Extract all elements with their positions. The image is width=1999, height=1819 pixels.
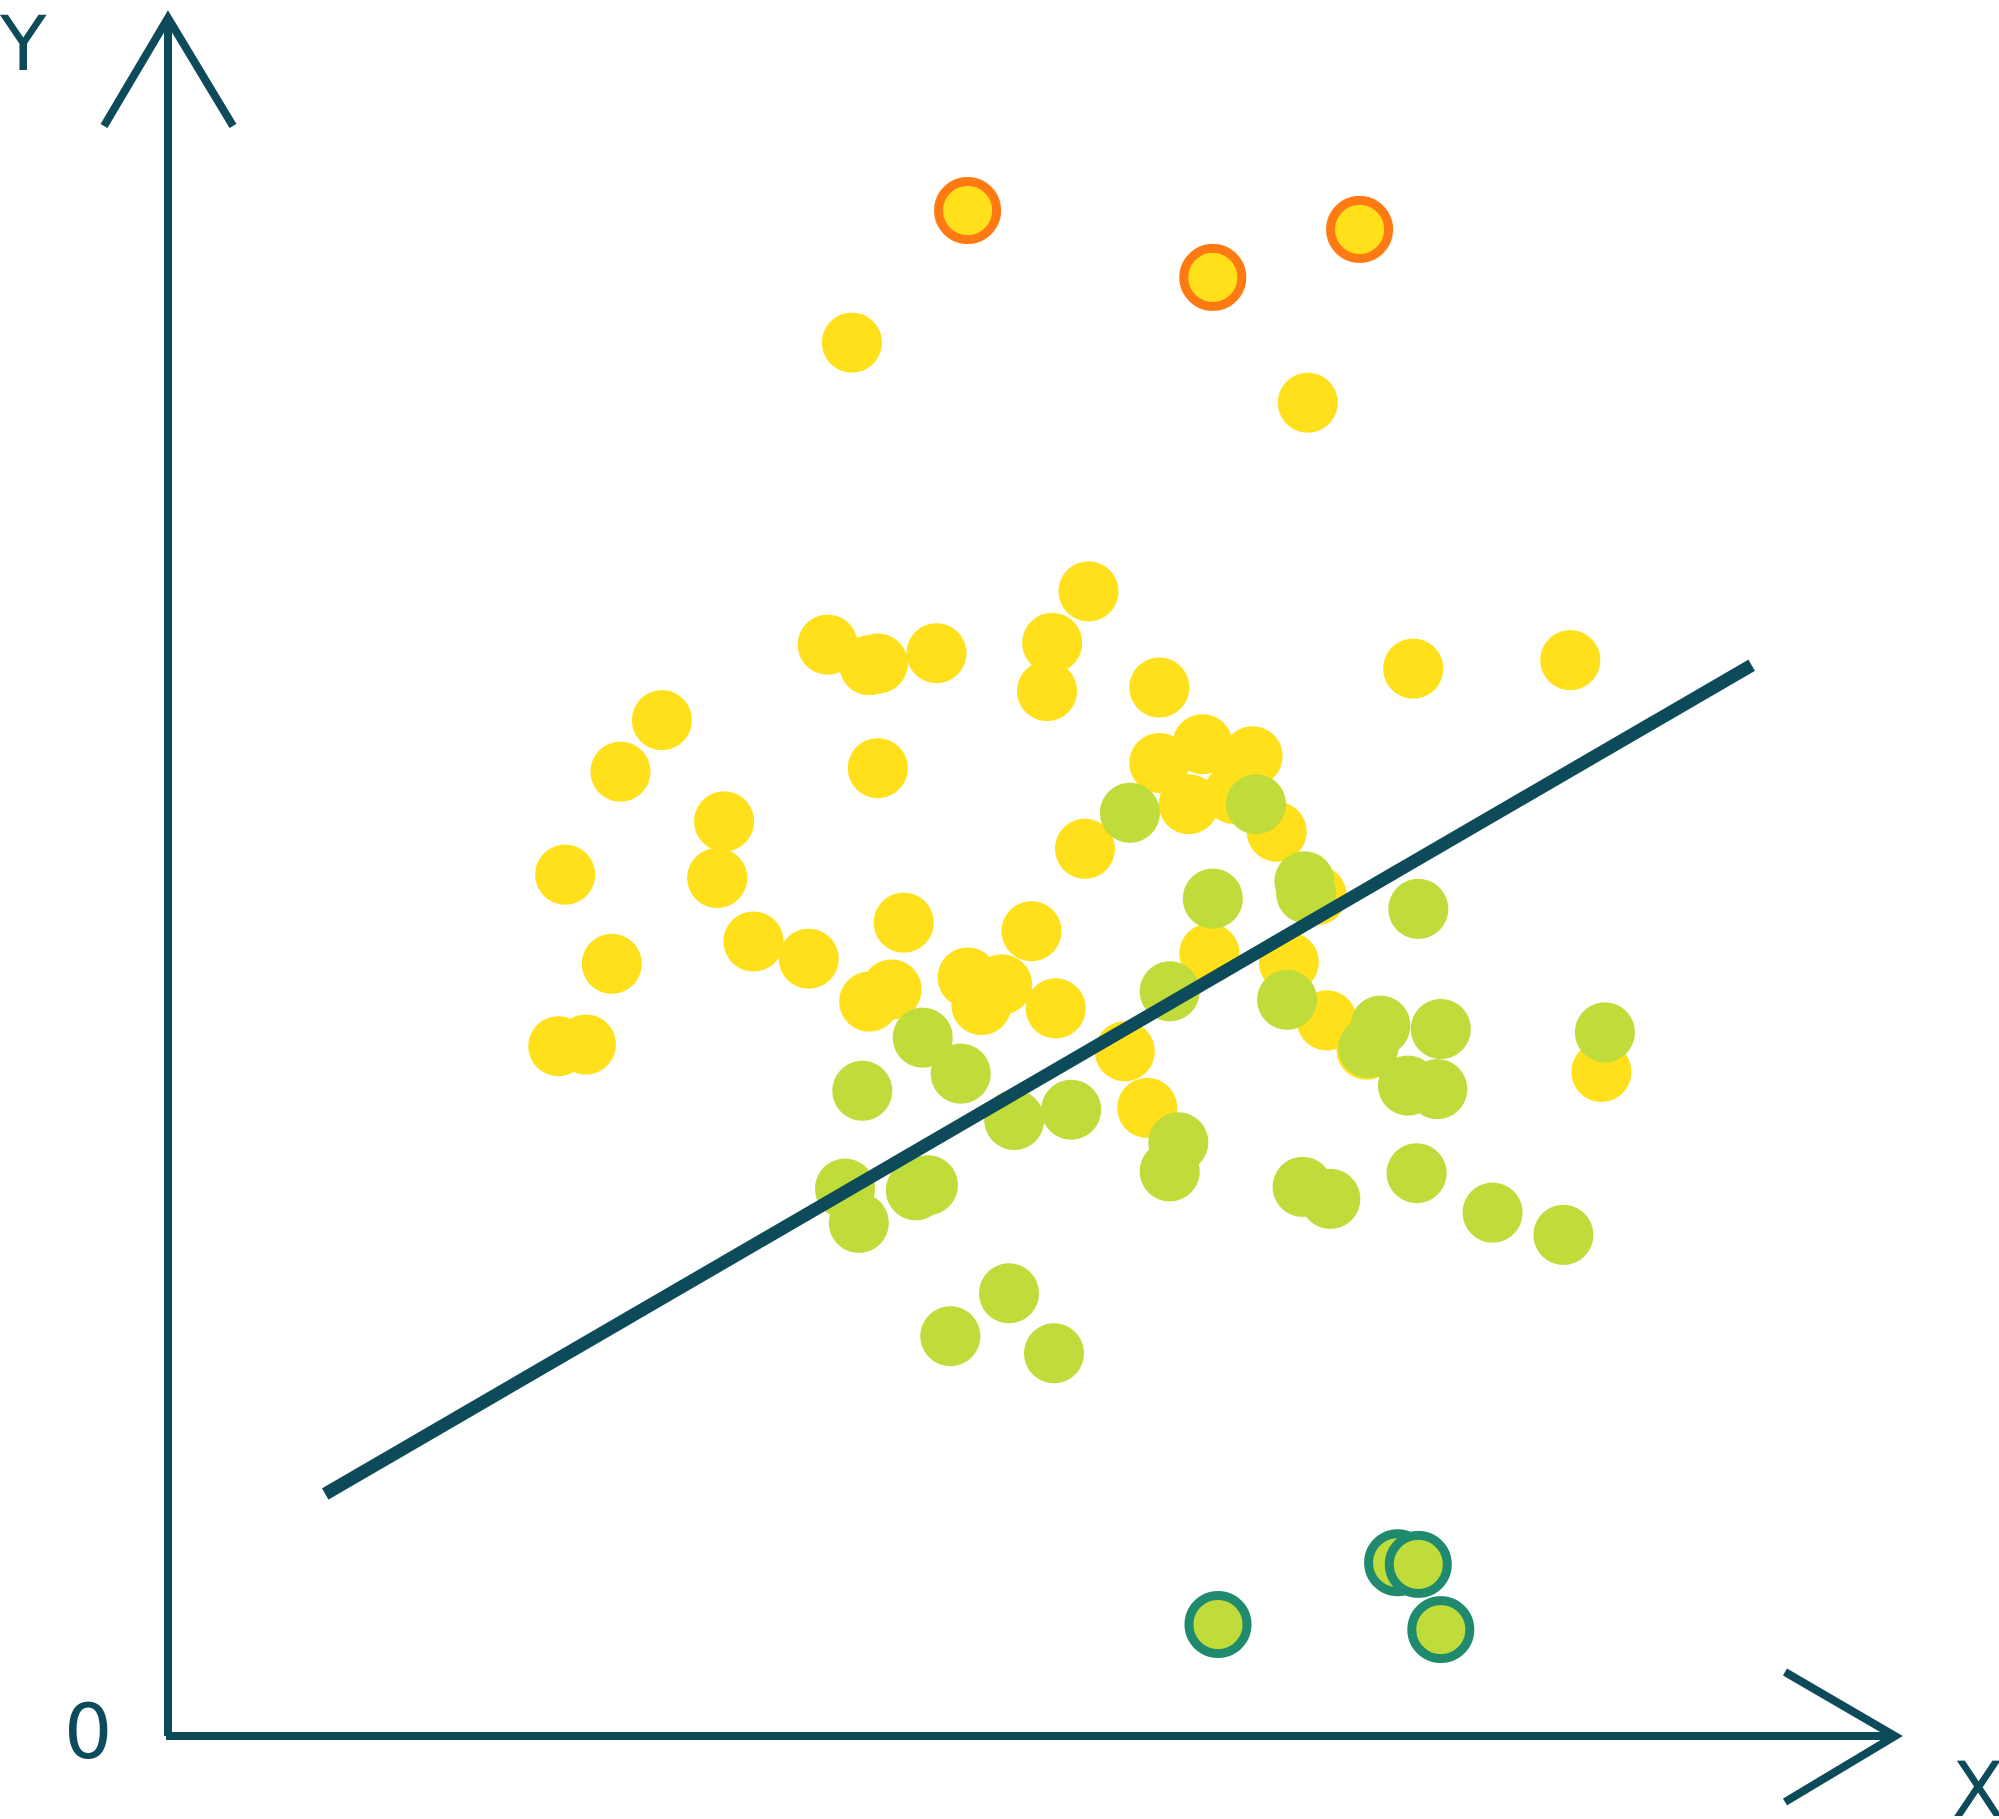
green-point — [1388, 878, 1449, 939]
regression-line — [321, 659, 1755, 1500]
yellow-point — [694, 791, 755, 852]
trend-line-layer — [321, 659, 1755, 1500]
yellow-point — [590, 741, 651, 802]
yellow-point — [1055, 818, 1115, 879]
green-point — [1148, 1112, 1209, 1173]
y-axis-arrowhead — [100, 10, 237, 129]
x-axis-label: X — [1952, 1745, 1999, 1819]
green-point — [1300, 1168, 1361, 1229]
yellow-outlier-point — [1326, 195, 1394, 263]
green-point — [930, 1043, 991, 1104]
yellow-point — [1058, 561, 1119, 622]
green-point — [1533, 1204, 1594, 1265]
yellow-point — [839, 635, 900, 696]
yellow-point — [821, 312, 882, 373]
yellow-point — [1025, 978, 1086, 1039]
green-outlier-point — [1184, 1591, 1252, 1658]
yellow-point — [778, 928, 839, 989]
green-point — [920, 1306, 981, 1367]
green-point — [1407, 1059, 1468, 1120]
yellow-point — [631, 690, 692, 751]
green-point — [885, 1160, 946, 1221]
green-point — [892, 1007, 953, 1068]
x-axis-arrowhead — [1782, 1668, 1903, 1806]
green-point — [1024, 1323, 1084, 1384]
yellow-outlier-point — [934, 177, 1002, 244]
green-point — [1338, 1017, 1399, 1078]
green-point — [1386, 1143, 1447, 1204]
yellow-point — [581, 933, 642, 994]
yellow-point — [1001, 901, 1062, 962]
yellow-point — [535, 844, 596, 905]
yellow-point — [1277, 372, 1338, 433]
points-layer — [528, 177, 1635, 1664]
yellow-point — [847, 738, 908, 799]
yellow-point — [1022, 612, 1083, 673]
green-point — [1099, 782, 1160, 843]
green-point — [979, 1263, 1039, 1324]
green-point — [1182, 868, 1243, 929]
green-outlier-point — [1407, 1596, 1475, 1664]
green-point — [1274, 851, 1335, 912]
yellow-point — [906, 623, 967, 684]
yellow-point — [687, 848, 748, 908]
yellow-point — [873, 892, 934, 953]
green-point — [1574, 1002, 1635, 1063]
y-axis-label: Y — [0, 0, 47, 88]
origin-label: 0 — [64, 1687, 112, 1776]
yellow-point — [972, 954, 1033, 1015]
yellow-point — [1540, 630, 1601, 691]
yellow-point — [723, 911, 784, 972]
yellow-point — [1017, 661, 1077, 721]
green-point — [832, 1060, 893, 1121]
yellow-point — [1383, 638, 1444, 699]
yellow-point — [861, 959, 922, 1020]
green-point — [1226, 774, 1286, 835]
green-point — [1257, 969, 1318, 1030]
green-outlier-point — [1384, 1530, 1452, 1598]
yellow-outlier-point — [1179, 243, 1247, 311]
yellow-point — [555, 1014, 616, 1075]
green-point — [1462, 1182, 1523, 1243]
yellow-point — [1158, 774, 1219, 835]
green-point — [1410, 999, 1471, 1059]
green-point — [1041, 1079, 1102, 1140]
yellow-point — [1172, 714, 1233, 775]
yellow-point — [1129, 657, 1190, 718]
green-point — [828, 1192, 889, 1253]
